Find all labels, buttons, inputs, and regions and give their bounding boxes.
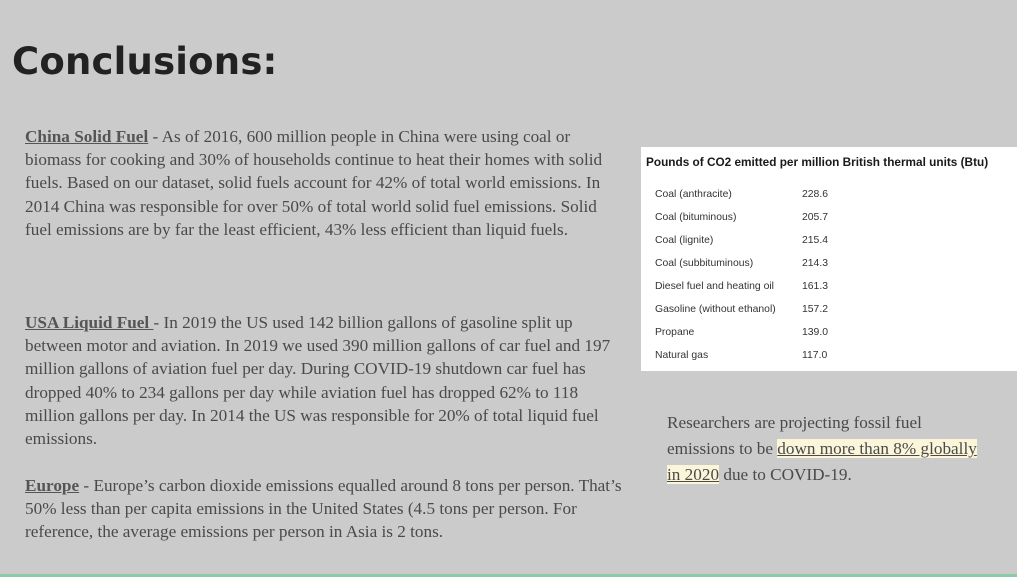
- fuel-value: 117.0: [802, 350, 828, 361]
- fuel-value: 205.7: [802, 212, 829, 223]
- europe-text: - Europe’s carbon dioxide emissions equa…: [25, 476, 622, 542]
- table-row: Diesel fuel and heating oil 161.3: [641, 281, 1017, 301]
- fuel-name: Gasoline (without ethanol): [655, 304, 776, 315]
- fuel-value: 228.6: [802, 189, 829, 200]
- usa-liquid-fuel-paragraph: USA Liquid Fuel - In 2019 the US used 14…: [25, 311, 625, 450]
- fuel-name: Propane: [655, 327, 695, 338]
- fuel-value: 215.4: [802, 235, 829, 246]
- co2-emissions-table: Pounds of CO2 emitted per million Britis…: [641, 147, 1017, 371]
- usa-liquid-fuel-text: - In 2019 the US used 142 billion gallon…: [25, 313, 611, 449]
- table-row: Propane 139.0: [641, 327, 1017, 347]
- fuel-value: 161.3: [802, 281, 829, 292]
- table-row: Coal (subbituminous) 214.3: [641, 258, 1017, 278]
- table-title: Pounds of CO2 emitted per million Britis…: [646, 155, 989, 169]
- fuel-value: 214.3: [802, 258, 829, 269]
- note-text-before: Researchers are projecting fossil fuel e…: [667, 413, 922, 458]
- table-row: Coal (anthracite) 228.6: [641, 189, 1017, 209]
- table-row: Gasoline (without ethanol) 157.2: [641, 304, 1017, 324]
- fuel-name: Coal (bituminous): [655, 212, 737, 223]
- fuel-name: Diesel fuel and heating oil: [655, 281, 774, 292]
- europe-paragraph: Europe - Europe’s carbon dioxide emissio…: [25, 474, 625, 544]
- table-row: Coal (bituminous) 205.7: [641, 212, 1017, 232]
- note-text-after: due to COVID-19.: [719, 465, 852, 484]
- fuel-name: Natural gas: [655, 350, 709, 361]
- page-title: Conclusions:: [12, 40, 278, 83]
- bottom-divider: [0, 574, 1017, 577]
- fuel-name: Coal (anthracite): [655, 189, 732, 200]
- china-solid-fuel-text: - As of 2016, 600 million people in Chin…: [25, 127, 603, 239]
- china-solid-fuel-paragraph: China Solid Fuel - As of 2016, 600 milli…: [25, 125, 625, 241]
- usa-liquid-fuel-heading: USA Liquid Fuel: [25, 313, 154, 332]
- fuel-name: Coal (subbituminous): [655, 258, 754, 269]
- china-solid-fuel-heading: China Solid Fuel: [25, 127, 149, 146]
- fuel-value: 157.2: [802, 304, 829, 315]
- table-row: Natural gas 117.0: [641, 350, 1017, 370]
- europe-heading: Europe: [25, 476, 80, 495]
- covid-projection-note: Researchers are projecting fossil fuel e…: [667, 410, 987, 488]
- fuel-value: 139.0: [802, 327, 829, 338]
- fuel-name: Coal (lignite): [655, 235, 714, 246]
- table-row: Coal (lignite) 215.4: [641, 235, 1017, 255]
